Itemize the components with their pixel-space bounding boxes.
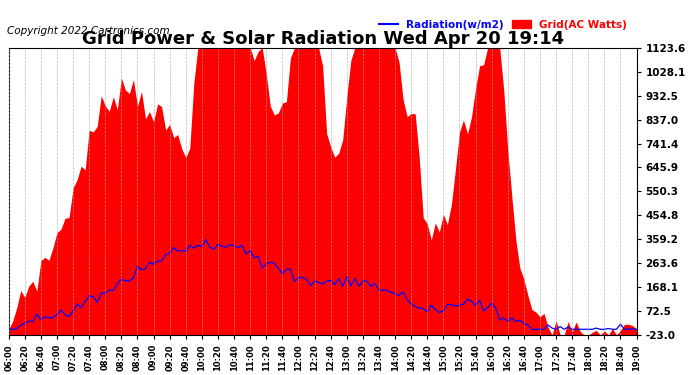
Title: Grid Power & Solar Radiation Wed Apr 20 19:14: Grid Power & Solar Radiation Wed Apr 20 … — [81, 30, 564, 48]
Legend: Radiation(w/m2), Grid(AC Watts): Radiation(w/m2), Grid(AC Watts) — [375, 16, 631, 34]
Text: Copyright 2022 Cartronics.com: Copyright 2022 Cartronics.com — [7, 26, 170, 36]
